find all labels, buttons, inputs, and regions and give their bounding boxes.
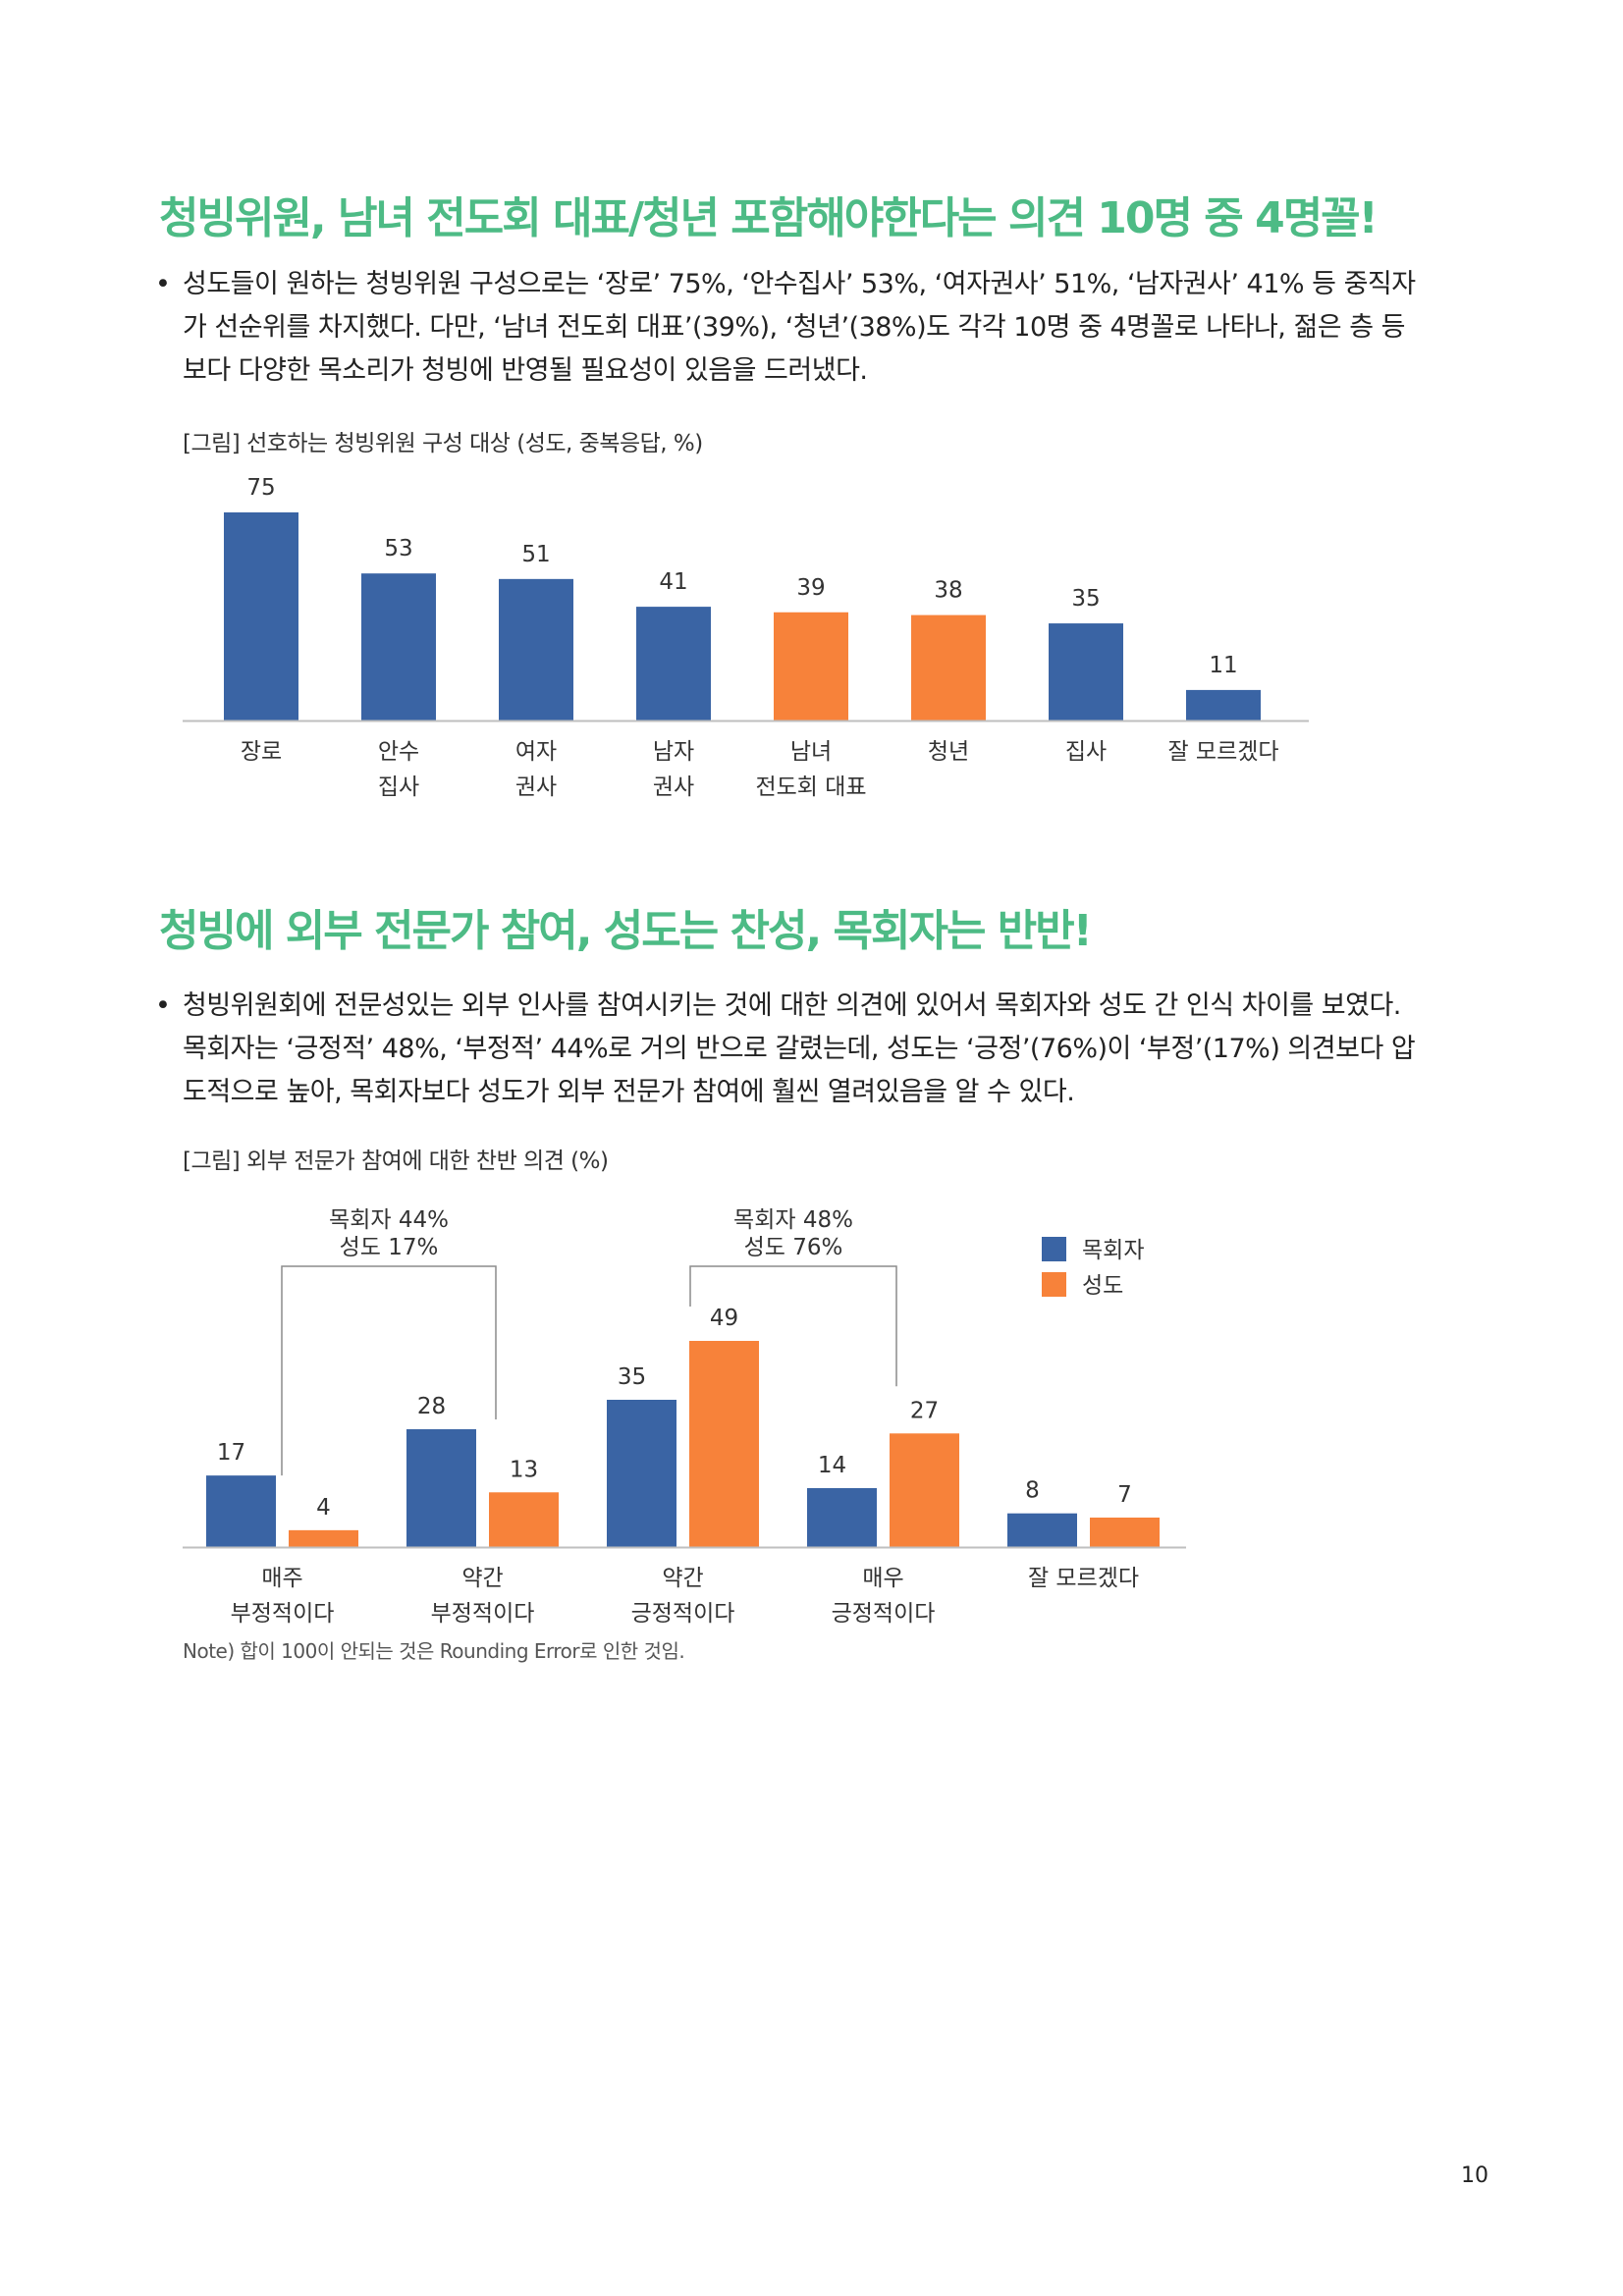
category-label: 약간: [662, 1566, 703, 1591]
chart-note: Note) 합이 100이 안되는 것은 Rounding Error로 인한 …: [183, 1639, 685, 1663]
category-label: 집사: [378, 774, 419, 800]
bar: [361, 573, 436, 721]
bar: [689, 1341, 759, 1547]
category-label: 장로: [241, 739, 282, 765]
bar: [1049, 623, 1123, 721]
annotation-bracket: [281, 1265, 497, 1476]
category-label: 청년: [928, 739, 969, 765]
data-label: 51: [521, 542, 550, 567]
annotation-label: 목회자 48%: [733, 1207, 853, 1233]
legend-swatch: [1042, 1237, 1066, 1261]
category-label: 약간: [461, 1566, 503, 1591]
category-label: 남자: [653, 739, 694, 765]
bullet-line: 청빙위원회에 전문성있는 외부 인사를 참여시키는 것에 대한 의견에 있어서 …: [183, 990, 1401, 1021]
data-label: 35: [1071, 586, 1100, 612]
bar: [489, 1492, 559, 1547]
category-label: 매우: [862, 1566, 903, 1591]
category-label: 여자: [515, 739, 557, 765]
category-label: 잘 모르겠다: [1028, 1566, 1139, 1591]
page-number: 10: [1461, 2163, 1488, 2188]
section1-bullet: • 성도들이 원하는 청빙위원 구성으로는 ‘장로’ 75%, ‘안수집사’ 5…: [155, 263, 1495, 393]
category-label: 전도회 대표: [755, 774, 866, 800]
category-label: 긍정적이다: [832, 1601, 936, 1627]
bullet-line: 성도들이 원하는 청빙위원 구성으로는 ‘장로’ 75%, ‘안수집사’ 53%…: [183, 269, 1416, 299]
data-label: 11: [1209, 653, 1237, 678]
figure1-caption: [그림] 선호하는 청빙위원 구성 대상 (성도, 중복응답, %): [183, 431, 703, 456]
section2-heading: 청빙에 외부 전문가 참여, 성도는 찬성, 목회자는 반반!: [159, 906, 1093, 956]
bullet-line: 가 선순위를 차지했다. 다만, ‘남녀 전도회 대표’(39%), ‘청년’(…: [183, 312, 1406, 343]
category-label: 긍정적이다: [631, 1601, 735, 1627]
bar: [890, 1433, 959, 1547]
bar: [206, 1475, 276, 1547]
annotation-label: 목회자 44%: [329, 1207, 449, 1233]
figure2-caption: [그림] 외부 전문가 참여에 대한 찬반 의견 (%): [183, 1148, 609, 1174]
data-label: 17: [217, 1440, 245, 1466]
annotation-label: 성도 76%: [744, 1235, 843, 1260]
bar: [1007, 1513, 1077, 1547]
bullet-line: 보다 다양한 목소리가 청빙에 반영될 필요성이 있음을 드러냈다.: [183, 355, 868, 386]
data-label: 7: [1117, 1482, 1132, 1508]
bar: [807, 1488, 877, 1547]
data-label: 14: [818, 1453, 846, 1478]
category-label: 권사: [653, 774, 694, 800]
bar: [406, 1429, 476, 1547]
data-label: 39: [796, 575, 825, 601]
bar: [636, 607, 711, 721]
bar: [774, 612, 848, 721]
section2-bullet: • 청빙위원회에 전문성있는 외부 인사를 참여시키는 것에 대한 의견에 있어…: [155, 985, 1495, 1114]
annotation-label: 성도 17%: [340, 1235, 439, 1260]
section1-heading: 청빙위원, 남녀 전도회 대표/청년 포함해야한다는 의견 10명 중 4명꼴!: [159, 193, 1379, 243]
data-label: 53: [384, 536, 412, 561]
data-label: 4: [316, 1495, 331, 1521]
category-label: 매주: [261, 1566, 302, 1591]
data-label: 27: [910, 1398, 939, 1423]
category-label: 안수: [378, 739, 419, 765]
data-label: 28: [417, 1394, 446, 1419]
legend-label: 성도: [1082, 1273, 1123, 1299]
category-label: 남녀: [790, 739, 832, 765]
bar: [289, 1529, 358, 1547]
legend-label: 목회자: [1082, 1238, 1144, 1263]
data-label: 49: [710, 1306, 738, 1331]
annotation-bracket: [689, 1265, 897, 1387]
category-label: 권사: [515, 774, 557, 800]
bar: [1090, 1518, 1160, 1547]
bar: [607, 1400, 676, 1547]
bullet-line: 도적으로 높아, 목회자보다 성도가 외부 전문가 참여에 훨씬 열려있음을 알…: [183, 1077, 1075, 1107]
bar: [224, 512, 298, 721]
category-label: 부정적이다: [431, 1601, 535, 1627]
bar: [911, 614, 986, 721]
bullet-dot: •: [155, 990, 171, 1021]
category-label: 집사: [1065, 739, 1107, 765]
bullet-dot: •: [155, 269, 171, 299]
category-label: 부정적이다: [231, 1601, 335, 1627]
data-label: 75: [246, 475, 275, 501]
legend-swatch: [1042, 1272, 1066, 1297]
bar: [499, 578, 573, 721]
data-label: 13: [510, 1457, 538, 1482]
bullet-line: 목회자는 ‘긍정적’ 48%, ‘부정적’ 44%로 거의 반으로 갈렸는데, …: [183, 1034, 1416, 1064]
data-label: 38: [934, 578, 962, 604]
bar: [1186, 689, 1261, 721]
data-label: 41: [659, 569, 687, 595]
data-label: 8: [1025, 1478, 1040, 1504]
category-label: 잘 모르겠다: [1167, 739, 1278, 765]
data-label: 35: [618, 1364, 646, 1390]
